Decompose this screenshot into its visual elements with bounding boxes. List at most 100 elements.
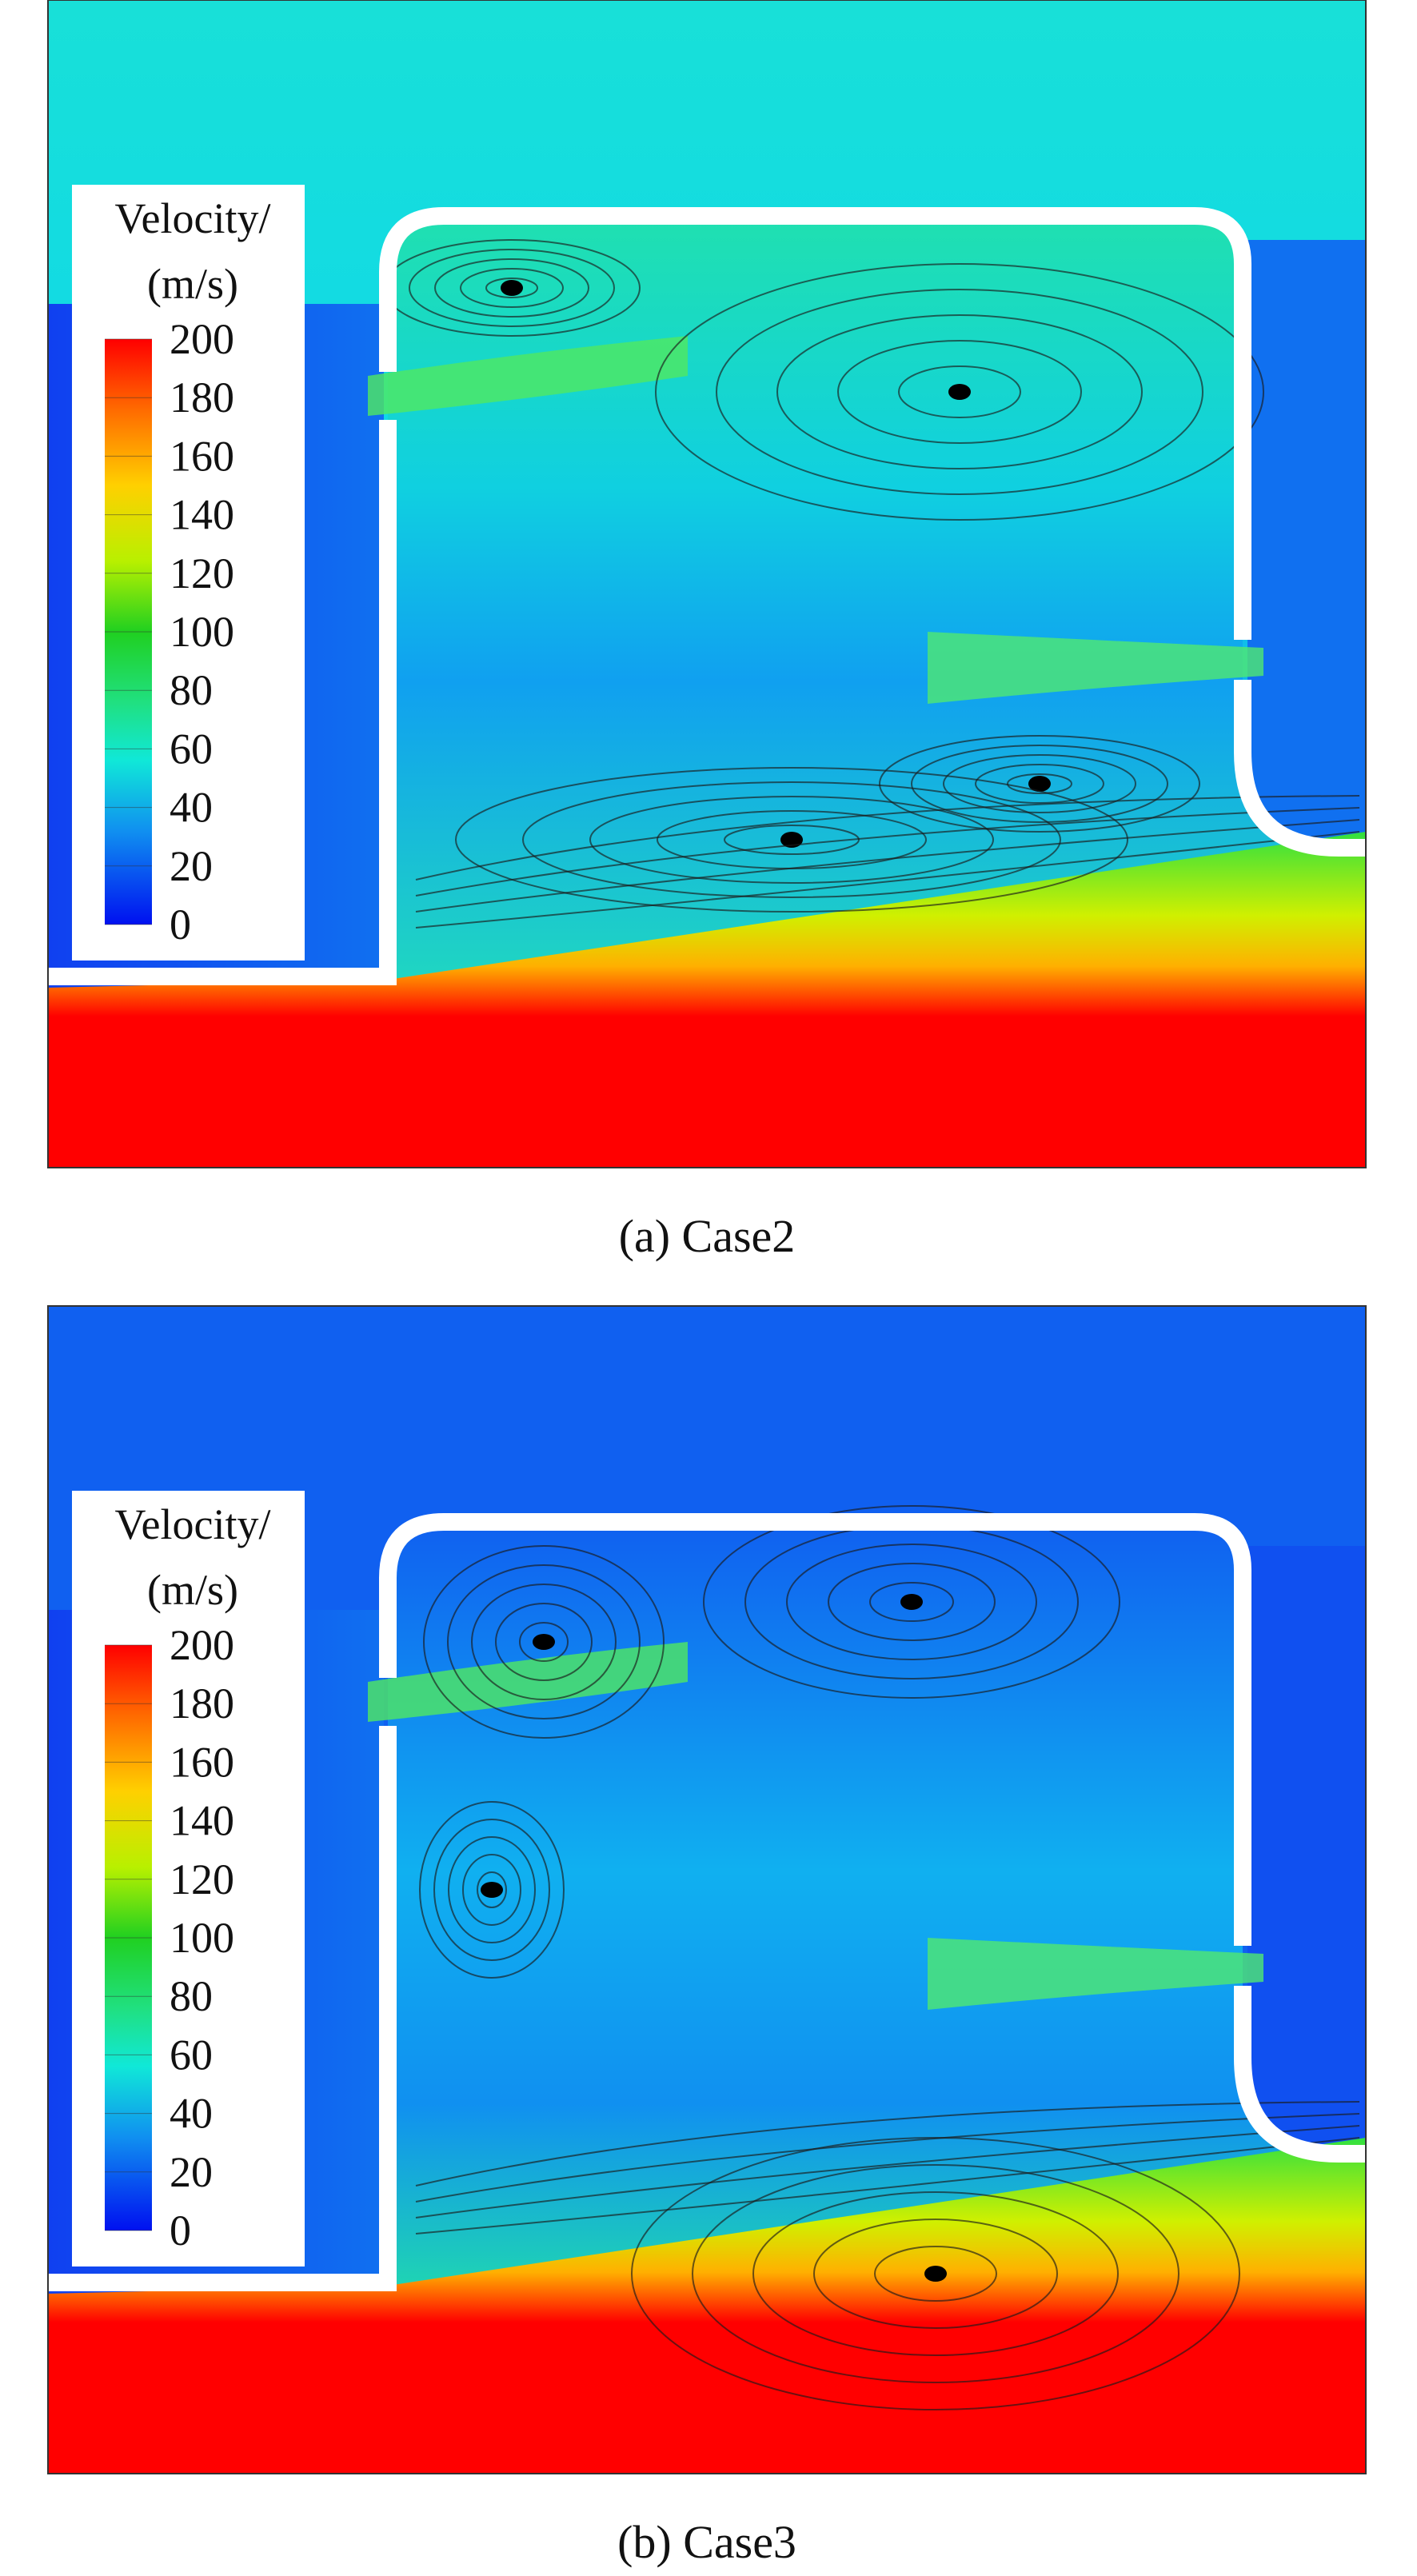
streamline bbox=[415, 795, 1360, 881]
cavity-interior bbox=[388, 1522, 1366, 2298]
vortex-core bbox=[481, 1882, 503, 1898]
vortex-core bbox=[1028, 776, 1051, 792]
streamline bbox=[485, 278, 538, 298]
colorbar-label: 160 bbox=[170, 432, 234, 480]
streamline bbox=[837, 340, 1082, 444]
streamline bbox=[471, 1584, 617, 1700]
streamline bbox=[495, 1603, 593, 1681]
vortex-core bbox=[501, 280, 523, 296]
streamline bbox=[786, 1544, 1037, 1660]
colorbar-label: 180 bbox=[170, 1679, 234, 1727]
streamline bbox=[522, 781, 1061, 898]
streamline bbox=[776, 314, 1143, 469]
streamline bbox=[911, 745, 1168, 823]
hot-core bbox=[48, 2346, 1366, 2474]
streamline bbox=[415, 2137, 1360, 2235]
streamline bbox=[462, 1854, 521, 1926]
colorbar-label: 200 bbox=[170, 315, 234, 363]
colorbar-label: 0 bbox=[170, 2207, 191, 2254]
legend-title: Velocity/ bbox=[115, 1500, 271, 1548]
colorbar-label: 120 bbox=[170, 1855, 234, 1903]
streamline bbox=[433, 1819, 550, 1961]
streamline bbox=[477, 1871, 507, 1908]
panel-caption: (a) Case2 bbox=[619, 1210, 796, 1262]
streamline bbox=[423, 1545, 665, 1739]
vortex-core bbox=[900, 1594, 923, 1610]
colorbar-label: 140 bbox=[170, 491, 234, 539]
streamline bbox=[409, 249, 615, 327]
vortex-core bbox=[924, 2266, 947, 2282]
cavity-interior bbox=[388, 216, 1366, 992]
streamline bbox=[716, 289, 1203, 495]
streamline bbox=[1007, 773, 1072, 794]
legend: Velocity/(m/s)20018016014012010080604020… bbox=[72, 185, 305, 961]
streamline bbox=[415, 819, 1360, 913]
colorbar-label: 140 bbox=[170, 1797, 234, 1845]
colorbar-label: 100 bbox=[170, 608, 234, 656]
streamline bbox=[447, 1564, 641, 1719]
colorbar-label: 80 bbox=[170, 1972, 213, 2020]
streamline bbox=[460, 268, 564, 308]
flow-panel: Velocity/(m/s)20018016014012010080604020… bbox=[47, 1305, 1367, 2474]
field-right bbox=[1247, 240, 1366, 848]
streamline bbox=[415, 2125, 1360, 2219]
colorbar-label: 0 bbox=[170, 901, 191, 949]
streamline bbox=[415, 2101, 1360, 2187]
streamline bbox=[692, 2164, 1180, 2383]
colorbar-label: 60 bbox=[170, 725, 213, 773]
wall bbox=[48, 1513, 1366, 2291]
colorbar-label: 100 bbox=[170, 1914, 234, 1962]
frame bbox=[47, 1305, 1367, 2474]
streamline bbox=[655, 263, 1264, 521]
frame bbox=[47, 0, 1367, 1168]
jet-right bbox=[928, 1938, 1263, 2010]
colorbar-label: 180 bbox=[170, 373, 234, 421]
colorbar-label: 200 bbox=[170, 1621, 234, 1669]
vortex-core bbox=[780, 832, 803, 848]
hot-core bbox=[48, 1040, 1366, 1168]
streamline bbox=[455, 767, 1128, 913]
field-right bbox=[1247, 1546, 1366, 2154]
streamline bbox=[415, 807, 1360, 897]
streamline bbox=[943, 754, 1136, 813]
colorbar-label: 20 bbox=[170, 2148, 213, 2196]
legend-title: (m/s) bbox=[147, 1566, 238, 1614]
streamline bbox=[828, 1563, 996, 1641]
wall bbox=[48, 207, 1366, 985]
legend-title: (m/s) bbox=[147, 260, 238, 308]
colorbar-label: 160 bbox=[170, 1738, 234, 1786]
streamline bbox=[415, 2113, 1360, 2203]
vortex-core bbox=[948, 384, 971, 400]
vortex-core bbox=[533, 1634, 555, 1650]
jet-left bbox=[368, 1642, 688, 1722]
panel-caption: (b) Case3 bbox=[617, 2516, 796, 2568]
legend: Velocity/(m/s)20018016014012010080604020… bbox=[72, 1491, 305, 2266]
streamline bbox=[703, 1505, 1120, 1699]
colorbar-label: 20 bbox=[170, 842, 213, 890]
streamline bbox=[752, 2191, 1119, 2356]
jet-left bbox=[368, 336, 688, 416]
streamline bbox=[519, 1622, 569, 1662]
streamline bbox=[589, 796, 994, 884]
flow-panel: Velocity/(m/s)20018016014012010080604020… bbox=[47, 0, 1367, 1168]
streamline bbox=[879, 735, 1200, 833]
streamline bbox=[874, 2246, 997, 2302]
streamline bbox=[898, 365, 1021, 418]
streamline bbox=[975, 764, 1104, 804]
streamline bbox=[724, 825, 860, 855]
colorbar-label: 40 bbox=[170, 784, 213, 832]
streamline bbox=[813, 2219, 1058, 2329]
legend-title: Velocity/ bbox=[115, 194, 271, 242]
jet-right bbox=[928, 632, 1263, 704]
colorbar-label: 120 bbox=[170, 549, 234, 597]
colorbar-label: 40 bbox=[170, 2090, 213, 2138]
streamline bbox=[434, 258, 589, 318]
streamline bbox=[869, 1582, 954, 1622]
colorbar-label: 80 bbox=[170, 666, 213, 714]
streamline bbox=[448, 1836, 536, 1943]
streamline bbox=[415, 831, 1360, 929]
colorbar-label: 60 bbox=[170, 2031, 213, 2079]
streamline bbox=[419, 1801, 565, 1979]
